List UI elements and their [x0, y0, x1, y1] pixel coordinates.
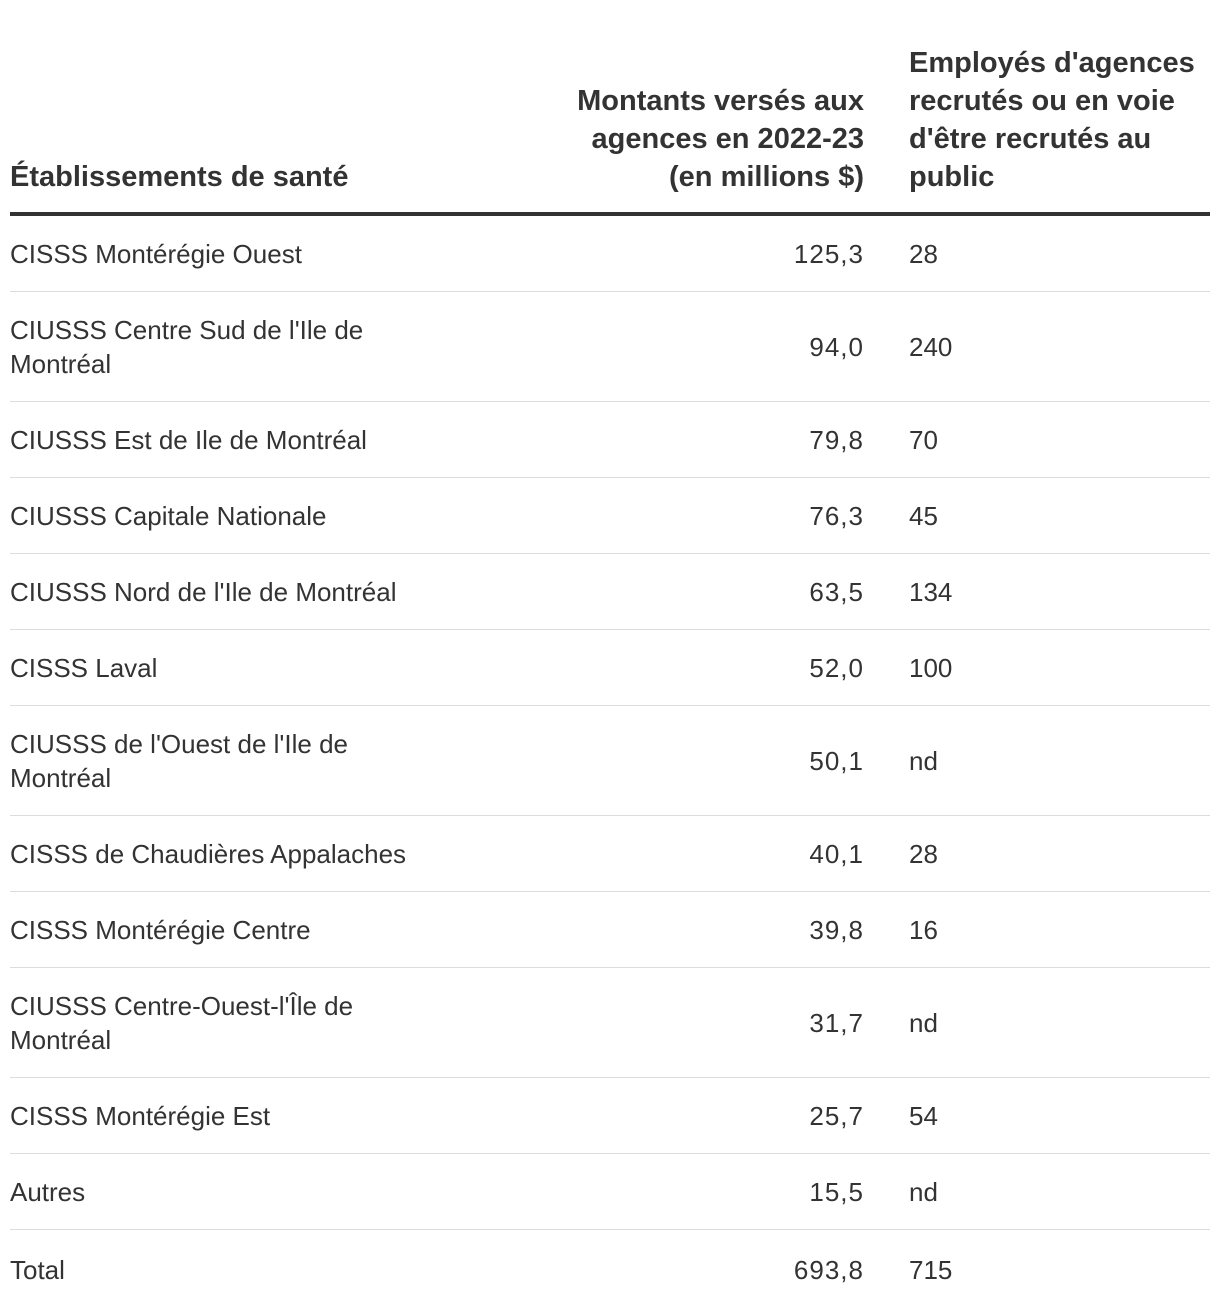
table-row: CISSS Montérégie Est 25,7 54	[10, 1077, 1210, 1154]
column-header-establishment-label: Établissements de santé	[10, 161, 349, 193]
cell-amount: 39,8	[530, 891, 864, 968]
cell-establishment-text: CISSS Montérégie Ouest	[10, 238, 302, 269]
table-row: CIUSSS Centre Sud de l'Ile de Montréal 9…	[10, 291, 1210, 402]
cell-establishment: CISSS Montérégie Est	[10, 1077, 530, 1154]
cell-establishment-text: CISSS de Chaudières Appalaches	[10, 838, 407, 869]
table-row: CISSS Montérégie Ouest 125,3 28	[10, 214, 1210, 292]
cell-establishment-text: CIUSSS Centre-Ouest-l'Île de Montréal	[10, 990, 354, 1055]
cell-employees: 715	[909, 1255, 953, 1285]
cell-establishment-text: CISSS Laval	[10, 652, 158, 683]
column-header-employees-line4: public	[909, 161, 995, 193]
cell-establishment-text: CIUSSS Est de Ile de Montréal	[10, 424, 367, 455]
cell-amount: 15,5	[530, 1153, 864, 1230]
data-table-container: Établissements de santé Montants versés …	[10, 0, 1210, 1310]
cell-establishment-text: CIUSSS Centre Sud de l'Ile de Montréal	[10, 314, 364, 379]
cell-employees: nd	[864, 1153, 1210, 1230]
column-header-amount-line2: agences en 2022-23	[591, 123, 864, 155]
cell-establishment-text: CIUSSS Nord de l'Ile de Montréal	[10, 576, 397, 607]
column-header-employees-line1: Employés d'agences	[909, 47, 1195, 79]
cell-establishment-text: CISSS Montérégie Est	[10, 1100, 271, 1131]
table-row: Autres 15,5 nd	[10, 1153, 1210, 1230]
data-table: Établissements de santé Montants versés …	[10, 0, 1210, 1310]
cell-establishment: CIUSSS Centre Sud de l'Ile de Montréal	[10, 291, 530, 402]
column-header-amount: Montants versés aux agences en 2022-23 (…	[530, 0, 864, 216]
cell-establishment-text: CIUSSS de l'Ouest de l'Ile de Montréal	[10, 728, 348, 793]
table-row: CIUSSS Centre-Ouest-l'Île de Montréal 31…	[10, 967, 1210, 1078]
cell-establishment: CIUSSS Est de Ile de Montréal	[10, 401, 530, 478]
cell-amount: 31,7	[530, 967, 864, 1078]
cell-establishment: CISSS Laval	[10, 629, 530, 706]
column-header-employees-line2: recrutés ou en voie	[909, 85, 1175, 117]
table-row: CISSS de Chaudières Appalaches 40,1 28	[10, 815, 1210, 892]
table-row: CIUSSS Capitale Nationale 76,3 45	[10, 477, 1210, 554]
column-header-employees-line3: d'être recrutés au	[909, 123, 1152, 155]
cell-establishment: Autres	[10, 1153, 530, 1230]
cell-establishment: CIUSSS Nord de l'Ile de Montréal	[10, 553, 530, 630]
cell-establishment-text: CIUSSS Capitale Nationale	[10, 500, 327, 531]
cell-employees: nd	[864, 967, 1210, 1078]
cell-employees: 16	[864, 891, 1210, 968]
table-row: CISSS Laval 52,0 100	[10, 629, 1210, 706]
cell-establishment: CIUSSS de l'Ouest de l'Ile de Montréal	[10, 705, 530, 816]
cell-amount: 76,3	[530, 477, 864, 554]
cell-amount: 79,8	[530, 401, 864, 478]
cell-employees: 240	[864, 291, 1210, 402]
cell-establishment: CIUSSS Capitale Nationale	[10, 477, 530, 554]
cell-establishment-text: CISSS Montérégie Centre	[10, 914, 311, 945]
table-row: CIUSSS Est de Ile de Montréal 79,8 70	[10, 401, 1210, 478]
cell-amount: 25,7	[530, 1077, 864, 1154]
column-header-establishment: Établissements de santé	[10, 0, 530, 216]
cell-amount: 94,0	[530, 291, 864, 402]
table-header: Établissements de santé Montants versés …	[10, 0, 1210, 216]
cell-amount: 63,5	[530, 553, 864, 630]
column-header-amount-line3: (en millions $)	[669, 161, 864, 193]
table-row-total: Total 693,8 715	[10, 1230, 1210, 1311]
cell-amount: 40,1	[530, 815, 864, 892]
cell-amount: 52,0	[530, 629, 864, 706]
header-row: Établissements de santé Montants versés …	[10, 0, 1210, 216]
cell-establishment: CISSS de Chaudières Appalaches	[10, 815, 530, 892]
cell-employees: 28	[864, 815, 1210, 892]
column-header-amount-line1: Montants versés aux	[577, 85, 864, 117]
cell-employees: 54	[864, 1077, 1210, 1154]
cell-amount: 50,1	[530, 705, 864, 816]
table-row: CISSS Montérégie Centre 39,8 16	[10, 891, 1210, 968]
cell-amount: 125,3	[530, 214, 864, 292]
table-body: CISSS Montérégie Ouest 125,3 28 CIUSSS C…	[10, 214, 1210, 1310]
column-header-amount-label: Montants versés aux agences en 2022-23 (…	[554, 82, 864, 196]
table-row: CIUSSS de l'Ouest de l'Ile de Montréal 5…	[10, 705, 1210, 816]
cell-establishment: CISSS Montérégie Ouest	[10, 214, 530, 292]
cell-establishment: Total	[10, 1230, 530, 1311]
cell-employees: 70	[864, 401, 1210, 478]
cell-establishment: CISSS Montérégie Centre	[10, 891, 530, 968]
cell-amount: 693,8	[793, 1255, 864, 1285]
cell-employees: 28	[864, 214, 1210, 292]
column-header-employees: Employés d'agences recrutés ou en voie d…	[864, 0, 1210, 216]
table-row: CIUSSS Nord de l'Ile de Montréal 63,5 13…	[10, 553, 1210, 630]
cell-establishment-text: Autres	[10, 1176, 86, 1207]
cell-establishment-text: Total	[10, 1255, 65, 1285]
cell-employees: 134	[864, 553, 1210, 630]
cell-employees: nd	[864, 705, 1210, 816]
cell-establishment: CIUSSS Centre-Ouest-l'Île de Montréal	[10, 967, 530, 1078]
cell-employees: 100	[864, 629, 1210, 706]
cell-employees: 45	[864, 477, 1210, 554]
